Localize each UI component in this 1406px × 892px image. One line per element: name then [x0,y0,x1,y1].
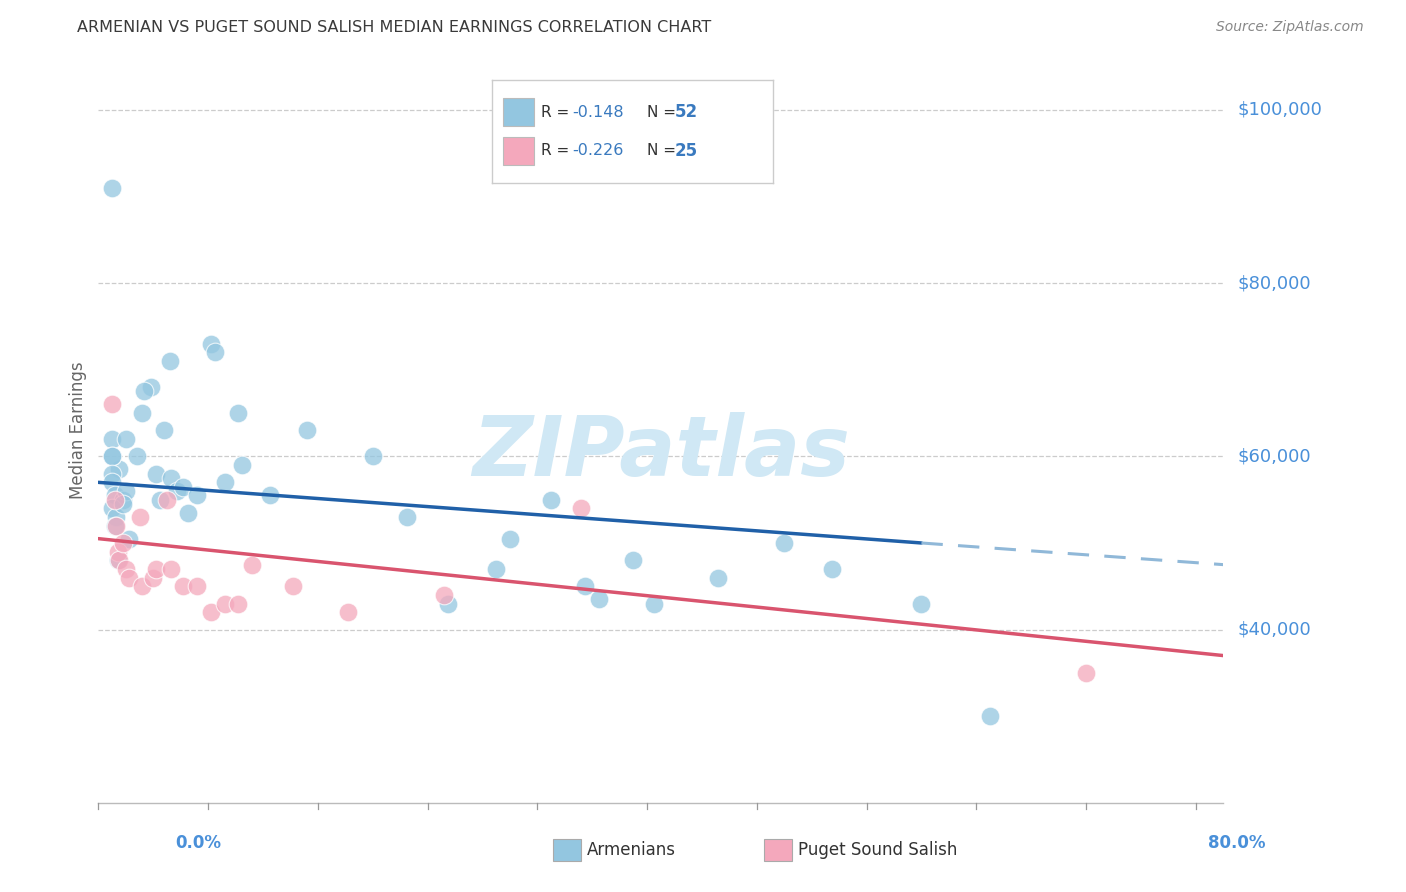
Point [485,562,508,576]
Point [214,475,236,490]
Point [1074,665,1097,680]
Point [295,424,318,438]
Text: 80.0%: 80.0% [1208,834,1265,852]
Point [200,336,222,351]
Point [259,488,281,502]
Point [101,501,124,516]
Point [979,709,1001,723]
Point [172,579,194,593]
Point [160,471,183,485]
Point [142,571,165,585]
Point [107,544,129,558]
Point [337,605,360,619]
Point [145,467,167,481]
Point [101,397,124,411]
Point [112,492,135,507]
Text: -0.226: -0.226 [572,144,624,158]
Point [117,532,139,546]
Point [574,579,596,593]
Text: N =: N = [647,105,681,120]
Text: Source: ZipAtlas.com: Source: ZipAtlas.com [1216,20,1364,34]
Text: $80,000: $80,000 [1237,274,1310,293]
Point [156,492,179,507]
Point [166,483,188,498]
Point [132,384,155,399]
Text: R =: R = [541,144,575,158]
Point [104,488,127,502]
Point [588,592,610,607]
Text: ARMENIAN VS PUGET SOUND SALISH MEDIAN EARNINGS CORRELATION CHART: ARMENIAN VS PUGET SOUND SALISH MEDIAN EA… [77,20,711,35]
Point [101,432,124,446]
Point [186,488,208,502]
Point [228,406,250,420]
Text: 0.0%: 0.0% [176,834,222,852]
Point [149,492,172,507]
Point [283,579,305,593]
Point [112,536,135,550]
Point [131,406,153,420]
Bar [503,136,534,165]
Point [112,497,135,511]
Point [231,458,253,472]
Point [228,597,250,611]
Y-axis label: Median Earnings: Median Earnings [69,361,87,500]
Point [707,571,730,585]
Bar [503,98,534,127]
Point [621,553,644,567]
Point [433,588,456,602]
Text: $60,000: $60,000 [1237,448,1310,466]
Point [396,510,419,524]
Point [101,450,124,464]
Point [204,345,226,359]
Point [117,571,139,585]
Text: 25: 25 [675,142,697,160]
Text: Puget Sound Salish: Puget Sound Salish [799,841,957,859]
Text: -0.148: -0.148 [572,105,624,120]
Point [172,480,194,494]
Point [128,510,150,524]
Point [104,492,127,507]
Text: 52: 52 [675,103,697,121]
Point [569,501,592,516]
Point [186,579,208,593]
Point [153,424,176,438]
Text: ZIPatlas: ZIPatlas [472,412,849,493]
Point [105,510,128,524]
Point [115,483,138,498]
Point [159,354,181,368]
Text: R =: R = [541,105,575,120]
Text: $40,000: $40,000 [1237,621,1310,639]
Point [115,562,138,576]
Point [108,462,131,476]
Point [821,562,844,576]
Point [214,597,236,611]
Point [240,558,263,572]
Point [108,553,131,567]
Point [131,579,153,593]
Point [101,181,124,195]
Point [910,597,932,611]
Point [105,518,128,533]
Point [176,506,198,520]
Text: N =: N = [647,144,681,158]
Point [139,380,162,394]
Point [107,553,129,567]
Point [643,597,665,611]
Point [101,450,124,464]
Point [773,536,796,550]
Text: $100,000: $100,000 [1237,101,1322,119]
Point [101,475,124,490]
Point [499,532,522,546]
Point [104,518,127,533]
Point [437,597,460,611]
Point [101,467,124,481]
Point [540,492,562,507]
Point [145,562,167,576]
Text: Armenians: Armenians [588,841,676,859]
Point [160,562,183,576]
Point [361,450,384,464]
Point [200,605,222,619]
Point [125,450,148,464]
Point [115,432,138,446]
